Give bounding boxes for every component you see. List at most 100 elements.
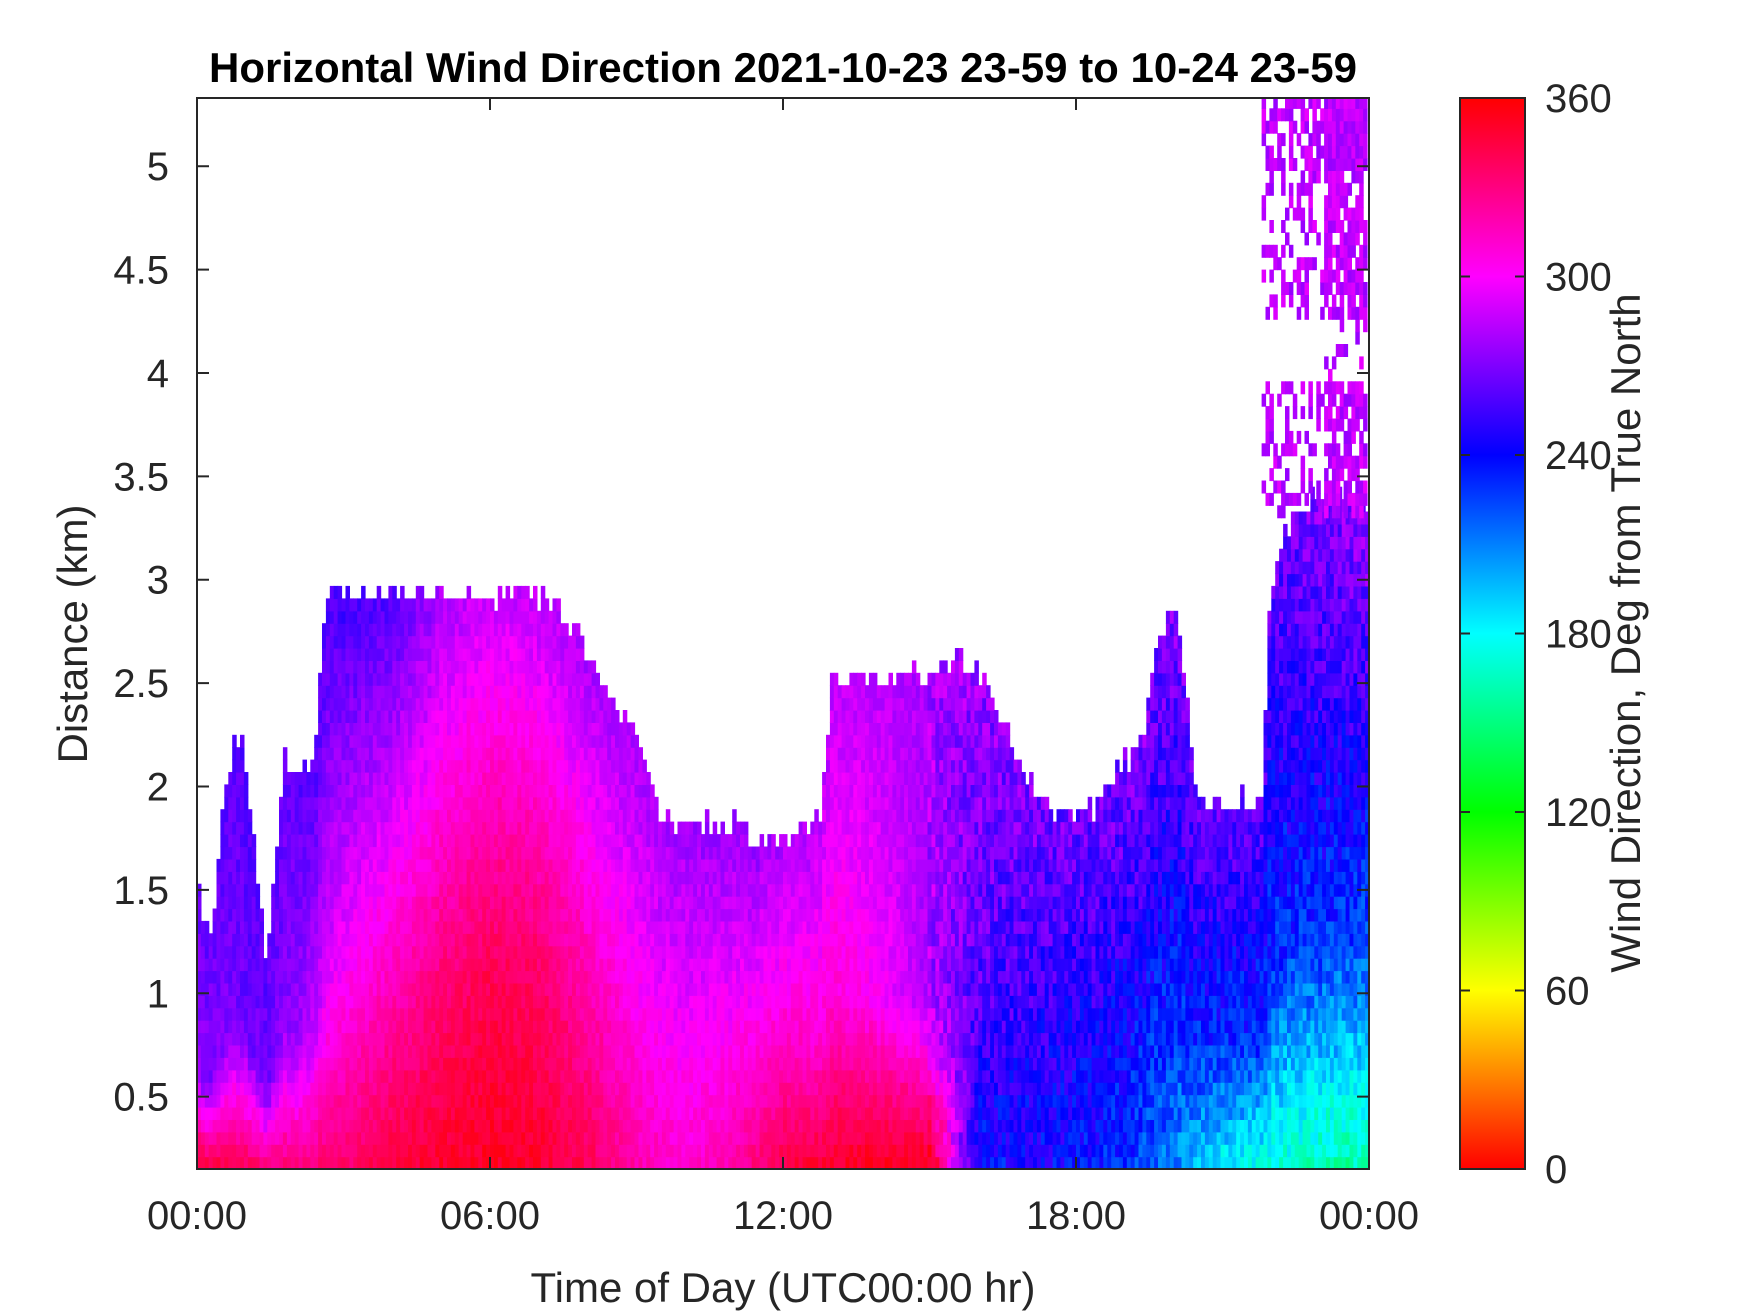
heatmap-cell <box>595 896 600 910</box>
heatmap-cell <box>493 883 499 897</box>
heatmap-cell <box>450 1069 456 1083</box>
heatmap-cell <box>365 710 370 723</box>
heatmap-cell <box>513 672 518 686</box>
heatmap-cell <box>345 685 350 699</box>
heatmap-cell <box>548 846 554 860</box>
heatmap-cell <box>345 635 350 649</box>
heatmap-cell <box>536 1131 542 1145</box>
heatmap-cell <box>247 1119 253 1133</box>
heatmap-cell <box>552 1069 557 1083</box>
heatmap-cell <box>603 1144 608 1158</box>
heatmap-cell <box>466 722 472 736</box>
heatmap-cell <box>474 871 479 885</box>
heatmap-cell <box>443 834 448 848</box>
heatmap-cell <box>275 1119 280 1133</box>
heatmap-cell <box>552 982 557 996</box>
heatmap-cell <box>298 1057 304 1071</box>
heatmap-cell <box>388 920 393 934</box>
heatmap-cell <box>345 896 350 910</box>
heatmap-cell <box>290 970 296 984</box>
heatmap-cell <box>509 1057 514 1071</box>
heatmap-cell <box>454 896 460 910</box>
heatmap-cell <box>501 933 507 947</box>
heatmap-cell <box>337 896 343 910</box>
heatmap-cell <box>548 623 554 637</box>
heatmap-cell <box>564 623 569 637</box>
heatmap-cell <box>693 1094 698 1108</box>
heatmap-cell <box>408 1082 413 1096</box>
heatmap-cell <box>658 871 663 885</box>
heatmap-cell <box>493 821 499 835</box>
heatmap-cell <box>622 784 628 798</box>
heatmap-cell <box>329 784 335 798</box>
heatmap-cell <box>493 933 499 947</box>
heatmap-cell <box>447 1094 452 1108</box>
heatmap-cell <box>310 896 315 910</box>
heatmap-cell <box>423 871 429 885</box>
heatmap-cell <box>376 1107 382 1120</box>
heatmap-cell <box>450 685 456 699</box>
heatmap-cell <box>411 908 417 922</box>
heatmap-cell <box>693 1007 698 1021</box>
heatmap-cell <box>497 908 503 922</box>
heatmap-cell <box>490 635 495 649</box>
heatmap-cell <box>279 846 284 860</box>
heatmap-cell <box>224 920 229 934</box>
heatmap-cell <box>357 995 362 1009</box>
heatmap-cell <box>638 1094 643 1108</box>
heatmap-cell <box>513 982 518 996</box>
heatmap-cell <box>341 1119 346 1133</box>
heatmap-cell <box>435 883 440 897</box>
heatmap-cell <box>392 1131 397 1145</box>
heatmap-cell <box>365 1032 370 1046</box>
heatmap-cell <box>548 759 554 773</box>
heatmap-cell <box>595 722 600 736</box>
heatmap-cell <box>587 660 593 674</box>
heatmap-cell <box>439 697 444 711</box>
heatmap-cell <box>337 821 343 835</box>
heatmap-cell <box>224 1119 229 1133</box>
heatmap-cell <box>423 821 429 835</box>
heatmap-cell <box>376 908 382 922</box>
heatmap-cell <box>247 834 253 848</box>
heatmap-cell <box>618 734 624 748</box>
heatmap-cell <box>505 648 511 661</box>
heatmap-cell <box>462 747 468 761</box>
heatmap-cell <box>439 834 444 848</box>
heatmap-cell <box>435 1020 440 1034</box>
heatmap-cell <box>583 672 589 686</box>
heatmap-cell <box>540 1044 546 1058</box>
heatmap-cell <box>493 710 499 723</box>
heatmap-cell <box>322 722 327 736</box>
heatmap-cell <box>474 982 479 996</box>
heatmap-cell <box>423 610 429 624</box>
heatmap-cell <box>384 1069 389 1083</box>
heatmap-cell <box>220 1119 225 1133</box>
heatmap-cell <box>431 598 436 612</box>
heatmap-cell <box>349 710 354 723</box>
heatmap-cell <box>349 1156 354 1169</box>
heatmap-cell <box>427 982 432 996</box>
heatmap-cell <box>298 809 304 823</box>
heatmap-cell <box>396 672 401 686</box>
heatmap-cell <box>415 685 421 699</box>
heatmap-cell <box>607 1144 612 1158</box>
heatmap-cell <box>454 908 460 922</box>
heatmap-cell <box>361 995 366 1009</box>
heatmap-cell <box>611 883 616 897</box>
heatmap-cell <box>509 722 514 736</box>
heatmap-cell <box>544 610 550 624</box>
heatmap-cell <box>681 982 686 996</box>
heatmap-cell <box>282 896 288 910</box>
heatmap-cell <box>697 908 702 922</box>
heatmap-cell <box>685 1131 690 1145</box>
heatmap-cell <box>400 610 405 624</box>
heatmap-cell <box>423 1007 429 1021</box>
heatmap-cell <box>200 995 206 1009</box>
heatmap-cell <box>447 995 452 1009</box>
heatmap-cell <box>454 610 460 624</box>
heatmap-cell <box>466 883 472 897</box>
heatmap-cell <box>462 858 468 872</box>
heatmap-cell <box>630 1044 636 1058</box>
heatmap-cell <box>579 1156 585 1169</box>
